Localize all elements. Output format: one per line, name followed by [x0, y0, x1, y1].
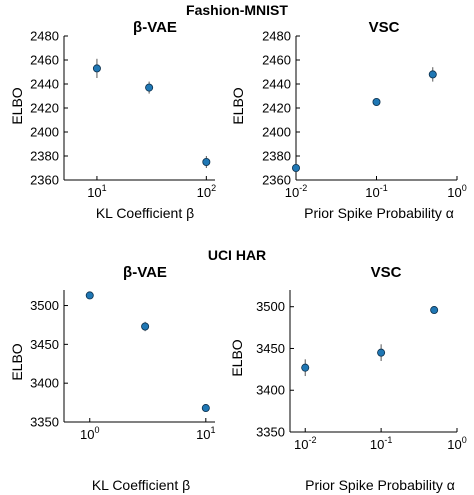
x-axis-label: KL Coefficient β — [96, 205, 194, 221]
x-axis-label: KL Coefficient β — [92, 477, 190, 493]
x-tick-label: 10-2 — [294, 435, 316, 452]
y-tick-label: 3500 — [30, 298, 59, 313]
data-point — [301, 363, 310, 372]
panel-title: VSC — [369, 19, 400, 36]
y-tick-label: 2420 — [262, 101, 291, 116]
y-tick-label: 2460 — [262, 53, 291, 68]
y-tick-label: 2460 — [30, 53, 59, 68]
data-point — [377, 348, 386, 357]
y-tick-label: 2480 — [262, 29, 291, 44]
panel-fashion-bvae: β-VAE KL Coefficient β ELBO 2360 2380 2400… — [9, 19, 216, 221]
data-point — [145, 83, 154, 92]
data-point — [372, 98, 381, 107]
x-tick-label: 100 — [447, 435, 466, 452]
y-tick-label: 3350 — [256, 425, 285, 440]
x-tick-label: 102 — [197, 183, 216, 200]
data-point — [201, 404, 210, 413]
data-point — [141, 322, 150, 331]
y-tick-label: 2380 — [262, 149, 291, 164]
y-axis-label: ELBO — [230, 87, 246, 124]
y-axis-label: ELBO — [9, 343, 25, 380]
x-tick-label: 10-1 — [365, 183, 387, 200]
panel-uci-vsc: VSC Prior Spike Probability α ELBO 3350 3… — [229, 264, 467, 493]
y-tick-label: 2360 — [262, 173, 291, 188]
y-tick-label: 3350 — [30, 415, 59, 430]
x-tick-label: 10-2 — [285, 183, 307, 200]
data-point — [291, 163, 300, 172]
y-tick-label: 2480 — [30, 29, 59, 44]
x-axis-label: Prior Spike Probability α — [304, 205, 454, 221]
x-tick-label: 100 — [447, 183, 466, 200]
y-tick-label: 2440 — [30, 77, 59, 92]
x-tick-label: 101 — [87, 183, 106, 200]
y-tick-label: 3450 — [30, 337, 59, 352]
y-axis-label: ELBO — [9, 87, 25, 124]
y-tick-label: 2420 — [30, 101, 59, 116]
section-title-fashion-mnist: Fashion-MNIST — [186, 2, 288, 18]
y-tick-label: 2360 — [30, 173, 59, 188]
data-point — [430, 306, 439, 315]
data-point — [92, 64, 101, 73]
y-tick-label: 3400 — [256, 383, 285, 398]
data-point — [202, 157, 211, 166]
y-tick-label: 2400 — [262, 125, 291, 140]
y-tick-label: 3500 — [256, 299, 285, 314]
y-tick-label: 3450 — [256, 341, 285, 356]
panel-title: β-VAE — [133, 19, 177, 36]
x-tick-label: 100 — [80, 425, 99, 442]
panel-uci-bvae: β-VAE KL Coefficient β ELBO 3350 3400 3450… — [9, 264, 216, 493]
data-point — [428, 70, 437, 79]
y-tick-label: 2380 — [30, 149, 59, 164]
x-axis-label: Prior Spike Probability α — [305, 477, 455, 493]
panel-fashion-vsc: VSC Prior Spike Probability α ELBO 2360 2… — [230, 19, 467, 221]
section-title-uci-har: UCI HAR — [208, 247, 266, 263]
y-tick-label: 2440 — [262, 77, 291, 92]
y-tick-label: 3400 — [30, 376, 59, 391]
y-tick-label: 2400 — [30, 125, 59, 140]
y-axis-label: ELBO — [229, 339, 245, 376]
x-tick-label: 10-1 — [370, 435, 392, 452]
panel-title: β-VAE — [123, 264, 167, 281]
data-point — [85, 291, 94, 300]
x-tick-label: 101 — [196, 425, 215, 442]
panel-title: VSC — [371, 264, 402, 281]
